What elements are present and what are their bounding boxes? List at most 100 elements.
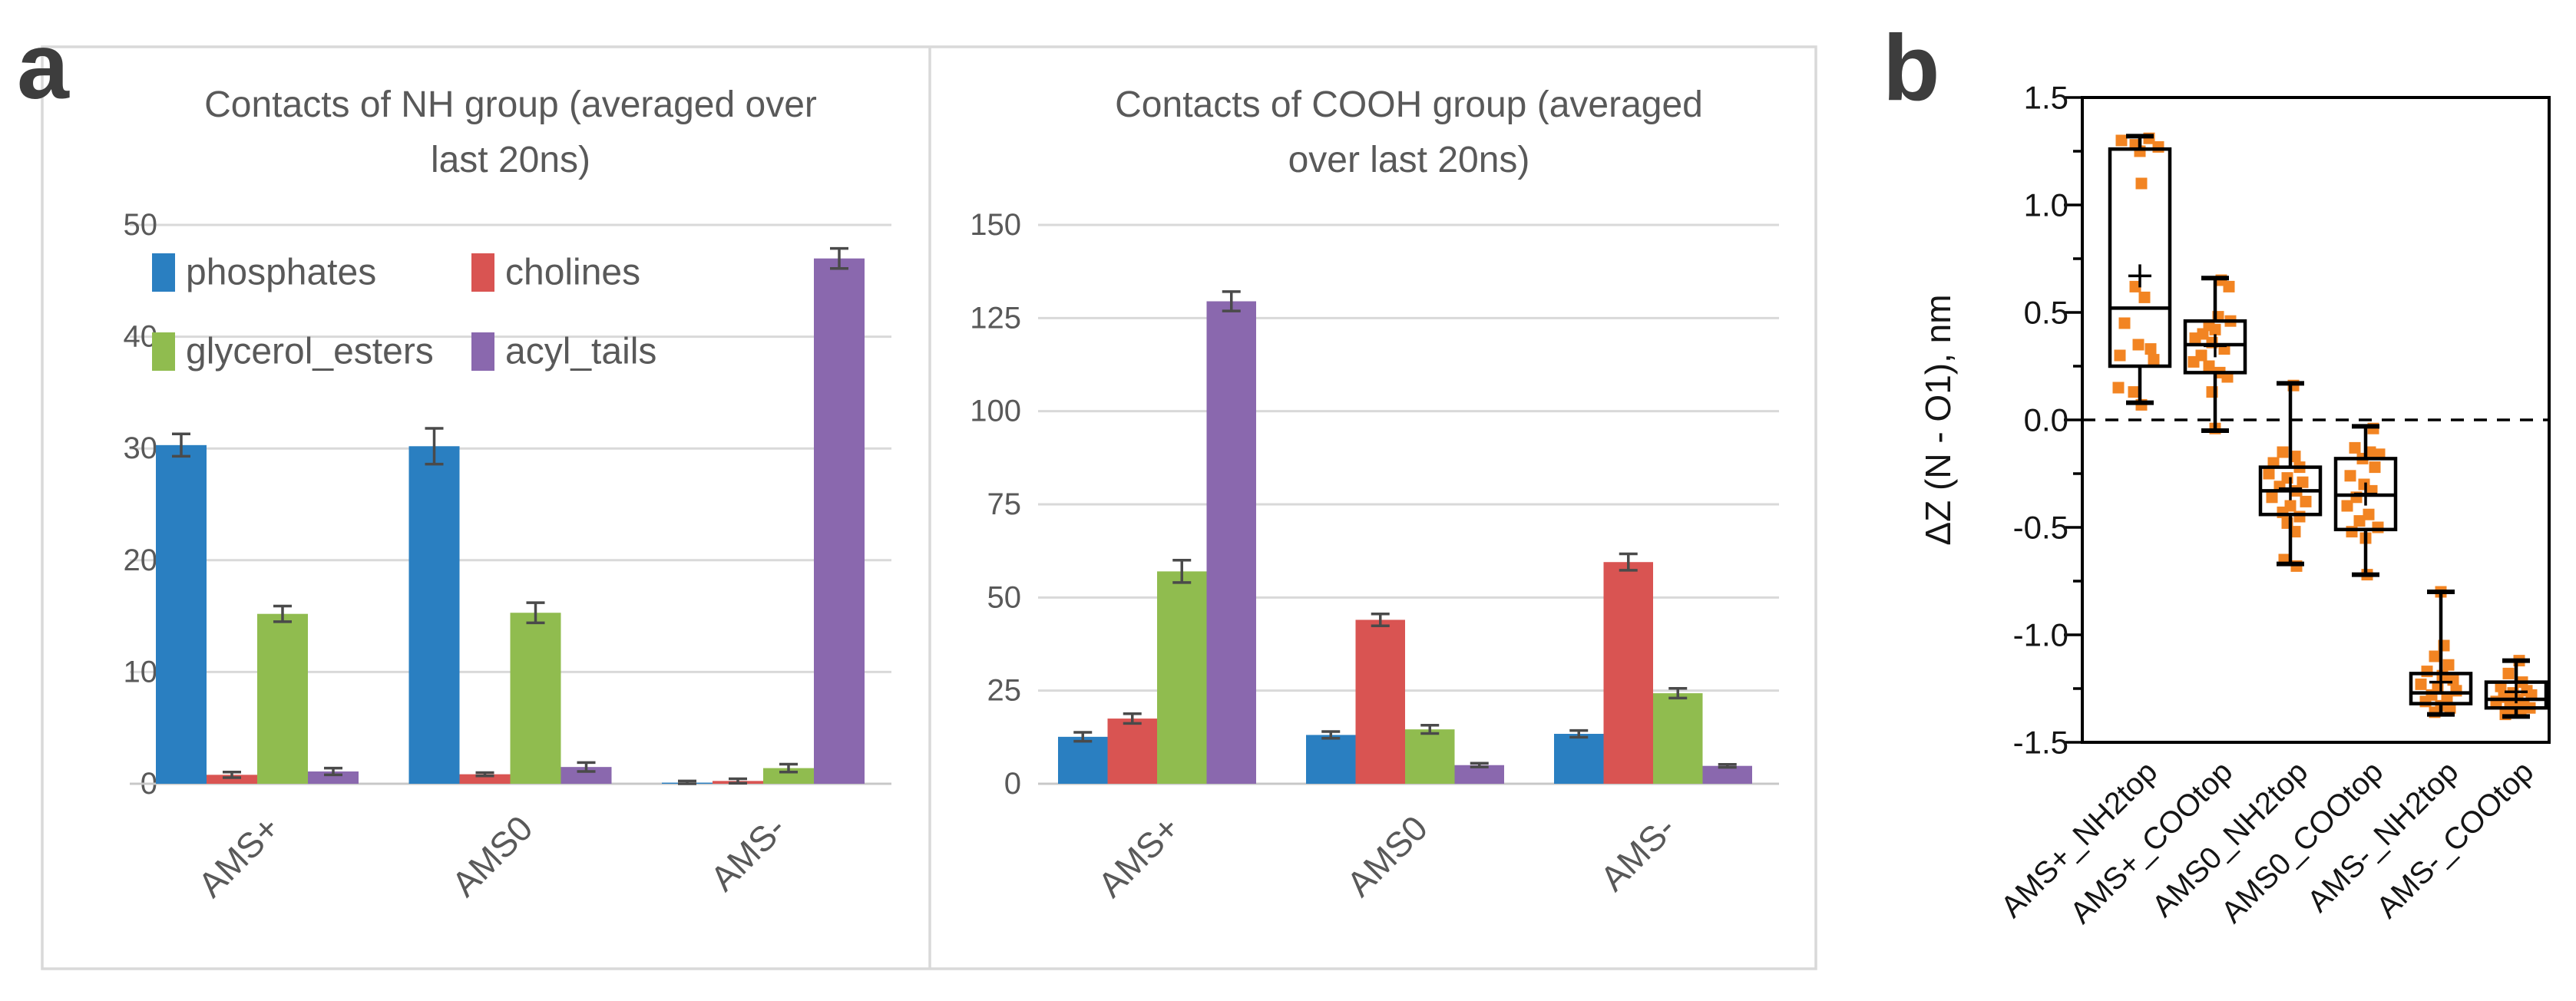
- data-point: [2442, 659, 2455, 671]
- chart-cooh-title-line2: over last 20ns): [1288, 140, 1530, 180]
- data-point: [2277, 446, 2289, 458]
- box-iqr: [2108, 147, 2172, 368]
- data-point: [2209, 323, 2221, 335]
- data-point: [2144, 343, 2157, 355]
- y-tick-label: 10: [124, 655, 158, 689]
- data-point: [2349, 441, 2361, 454]
- data-point: [2114, 349, 2126, 362]
- data-point: [2148, 354, 2160, 366]
- legend-label-acyl_tails: acyl_tails: [505, 332, 656, 372]
- panel-b: b ΔZ (N - O1), nm -1.5 -1.0 -0.5 0.0 0.5 1.0 1…: [1883, 15, 2551, 930]
- data-point: [2293, 510, 2306, 523]
- bar-glycerol_esters-AMS-: [763, 768, 814, 784]
- data-point: [2300, 495, 2312, 507]
- bar-cholines-AMS0: [1355, 619, 1405, 784]
- y-tick-label: 0.0: [2024, 402, 2068, 438]
- y-tick-label: 30: [124, 431, 158, 465]
- data-point: [2118, 317, 2131, 329]
- data-point: [2415, 678, 2427, 690]
- bar-acyl_tails-AMS-: [814, 258, 865, 784]
- data-point: [2419, 695, 2432, 708]
- data-point: [2277, 506, 2289, 518]
- bar-glycerol_esters-AMS-: [1653, 693, 1703, 784]
- bar-cholines-AMS+: [207, 775, 257, 784]
- bar-glycerol_esters-AMS+: [257, 613, 308, 784]
- data-point: [2115, 134, 2128, 147]
- y-tick-label: 40: [124, 320, 158, 354]
- box-iqr: [2183, 319, 2247, 375]
- bar-cholines-AMS0: [459, 774, 511, 784]
- y-tick-label: -1.5: [2013, 725, 2068, 761]
- bar-glycerol_esters-AMS0: [510, 613, 561, 784]
- data-point: [2138, 291, 2151, 303]
- data-point: [2490, 695, 2502, 708]
- data-point: [2344, 470, 2356, 482]
- bar-phosphates-AMS+: [1058, 736, 1108, 784]
- data-point: [2341, 500, 2353, 512]
- data-point: [2447, 674, 2459, 686]
- legend-label-cholines: cholines: [505, 253, 640, 293]
- legend-swatch-cholines: [471, 253, 494, 292]
- chart-nh-title-line2: last 20ns): [431, 140, 590, 180]
- panel-b-label: b: [1883, 15, 1940, 120]
- data-point: [2263, 467, 2275, 480]
- data-point: [2429, 650, 2441, 662]
- bar-phosphates-AMS0: [1306, 735, 1356, 784]
- data-point: [2132, 339, 2144, 351]
- y-tick-label: 50: [987, 580, 1022, 614]
- y-tick-label: 150: [970, 208, 1021, 242]
- boxplot-plot: -1.5-1.0-0.50.00.51.01.5AMS+_NH2topAMS+_…: [1995, 80, 2551, 930]
- bar-acyl_tails-AMS-: [1702, 765, 1752, 784]
- data-point: [2203, 360, 2215, 372]
- y-tick-label: 100: [970, 395, 1021, 428]
- boxplot-y-axis-title: ΔZ (N - O1), nm: [1918, 294, 1958, 545]
- data-point: [2152, 140, 2164, 153]
- bar-cholines-AMS-: [1603, 562, 1653, 784]
- data-point: [2129, 280, 2141, 292]
- y-tick-label: -0.5: [2013, 510, 2068, 546]
- legend-swatch-glycerol_esters: [152, 332, 175, 371]
- legend-swatch-phosphates: [152, 253, 175, 292]
- data-point: [2223, 280, 2235, 292]
- bar-acyl_tails-AMS+: [1206, 301, 1256, 784]
- chart-cooh-title-line1: Contacts of COOH group (averaged: [1115, 84, 1703, 125]
- y-tick-label: 125: [970, 301, 1021, 335]
- data-point: [2112, 382, 2125, 394]
- data-point: [2266, 491, 2278, 504]
- y-tick-label: 75: [987, 487, 1022, 521]
- legend-label-phosphates: phosphates: [186, 253, 376, 293]
- bar-phosphates-AMS0: [408, 446, 460, 784]
- y-tick-label: -1.0: [2013, 617, 2068, 653]
- data-point: [2346, 526, 2358, 538]
- bar-glycerol_esters-AMS+: [1157, 571, 1207, 784]
- bar-acyl_tails-AMS+: [308, 771, 359, 784]
- data-point: [2502, 667, 2515, 679]
- bar-glycerol_esters-AMS0: [1405, 729, 1455, 784]
- data-point: [2421, 666, 2433, 678]
- y-tick-label: 25: [987, 674, 1022, 708]
- y-tick-label: 0: [1004, 767, 1021, 801]
- data-point: [2135, 177, 2148, 190]
- data-point: [2372, 521, 2384, 534]
- data-point: [2187, 355, 2200, 368]
- panel-a: a Contacts of NH group (averaged over la…: [17, 14, 1817, 970]
- legend-swatch-acyl_tails: [471, 332, 494, 371]
- data-point: [2353, 515, 2366, 527]
- data-point: [2369, 461, 2381, 474]
- y-tick-label: 20: [124, 543, 158, 577]
- legend-label-glycerol_esters: glycerol_esters: [186, 332, 434, 372]
- y-tick-label: 1.5: [2024, 80, 2068, 116]
- y-tick-label: 50: [124, 208, 158, 242]
- data-point: [2128, 386, 2140, 398]
- bar-phosphates-AMS+: [156, 444, 207, 784]
- chart-nh-legend: phosphates cholines glycerol_esters acyl_ta…: [152, 253, 656, 372]
- bar-acyl_tails-AMS0: [561, 767, 612, 784]
- bar-phosphates-AMS-: [1554, 733, 1604, 784]
- data-point: [2189, 332, 2201, 345]
- chart-nh-title-line1: Contacts of NH group (averaged over: [204, 84, 817, 125]
- y-tick-label: 0.5: [2024, 295, 2068, 331]
